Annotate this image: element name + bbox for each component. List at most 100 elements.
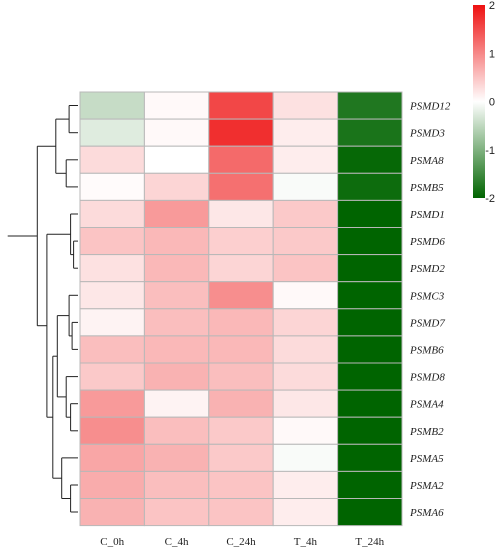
column-label-t_24h: T_24h	[355, 536, 384, 548]
heatmap-cell-psma4-c_4h	[143, 389, 210, 418]
row-labels: PSMD12 PSMD3 PSMA8 PSMB5 PSMD1 PSMD6 PSMD2 PSMC…	[409, 101, 451, 520]
heatmap-cell-psma8-c_4h	[143, 145, 210, 174]
row-label-psmb2: PSMB2	[409, 426, 444, 438]
heatmap-cell-psmd1-c_0h	[79, 199, 145, 228]
column-label-c_24h: C_24h	[226, 536, 256, 548]
column-labels: C_0h C_4h C_24h T_4h T_24h	[100, 536, 384, 548]
heatmap-cell-psmd12-t_4h	[272, 91, 339, 120]
heatmap-cell-psma8-t_4h	[272, 145, 339, 174]
row-label-psmd6: PSMD6	[409, 236, 445, 248]
heatmap-cell-psmb5-c_24h	[208, 172, 274, 201]
heatmap-cell-psma2-c_0h	[79, 470, 145, 499]
heatmap-cell-psmb5-c_4h	[143, 172, 210, 201]
heatmap-cell-psma8-c_0h	[79, 145, 145, 174]
colorbar-tick-label: 0	[489, 97, 495, 109]
heatmap-cell-psmd2-c_4h	[143, 254, 210, 283]
heatmap-cell-psma6-c_4h	[143, 498, 210, 527]
heatmap-cell-psmd2-c_0h	[79, 254, 145, 283]
heatmap-cell-psmd12-t_24h	[337, 91, 403, 120]
row-label-psma8: PSMA8	[409, 155, 444, 167]
heatmap-cell-psmd1-t_4h	[272, 199, 339, 228]
heatmap-cell-psmb2-c_4h	[143, 416, 210, 445]
colorbar-legend: 2 1 0 -1 -2	[473, 0, 495, 205]
heatmap-cell-psma5-c_0h	[79, 443, 145, 472]
colorbar-tick-label: -1	[485, 145, 495, 157]
heatmap-cell-psma8-t_24h	[337, 145, 403, 174]
row-label-psmd8: PSMD8	[409, 372, 445, 384]
colorbar-tick-label: -2	[485, 193, 495, 205]
heatmap-cell-psmd7-c_0h	[79, 308, 145, 337]
row-label-psma6: PSMA6	[409, 507, 444, 519]
heatmap-cell-psmd8-c_24h	[208, 362, 274, 391]
heatmap-cell-psma2-t_24h	[337, 470, 403, 499]
heatmap-cell-psmd8-c_0h	[79, 362, 145, 391]
row-label-psmd7: PSMD7	[409, 317, 445, 329]
heatmap-cell-psma2-c_24h	[208, 470, 274, 499]
colorbar-tick-label: 2	[489, 0, 495, 12]
row-label-psmb5: PSMB5	[409, 182, 444, 194]
row-label-psmd1: PSMD1	[409, 209, 445, 221]
column-label-c_0h: C_0h	[100, 536, 124, 548]
heatmap-cell-psma6-c_24h	[208, 498, 274, 527]
row-label-psmd2: PSMD2	[409, 263, 445, 275]
heatmap-cell-psma6-t_4h	[272, 498, 339, 527]
heatmap-cell-psmb6-c_24h	[208, 335, 274, 364]
column-label-c_4h: C_4h	[165, 536, 189, 548]
heatmap-cell-psmd3-c_4h	[143, 118, 210, 147]
heatmap-cell-psmd7-t_4h	[272, 308, 339, 337]
heatmap-cell-psmd1-c_24h	[208, 199, 274, 228]
heatmap-cell-psmd12-c_0h	[79, 91, 145, 120]
heatmap-cell-psmd8-c_4h	[143, 362, 210, 391]
row-label-psmd12: PSMD12	[409, 101, 451, 113]
heatmap-cell-psmb2-c_24h	[208, 416, 274, 445]
heatmap-cell-psmb6-c_0h	[79, 335, 145, 364]
heatmap-cell-psmb5-c_0h	[79, 172, 145, 201]
heatmap-cell-psmd1-c_4h	[143, 199, 210, 228]
row-dendrogram	[7, 105, 78, 513]
heatmap-cell-psmb5-t_24h	[337, 172, 403, 201]
heatmap-cell-psma5-t_24h	[337, 443, 403, 472]
row-label-psma2: PSMA2	[409, 480, 444, 492]
heatmap-cell-psmd7-c_4h	[143, 308, 210, 337]
heatmap-cell-psmd6-t_24h	[337, 227, 403, 256]
heatmap-cell-psmc3-t_24h	[337, 281, 403, 310]
heatmap-cell-psmd3-t_4h	[272, 118, 339, 147]
row-label-psma5: PSMA5	[409, 453, 444, 465]
heatmap-cell-psmd7-c_24h	[208, 308, 274, 337]
heatmap-cell-psma2-t_4h	[272, 470, 339, 499]
heatmap-cell-psmd12-c_24h	[208, 91, 274, 120]
heatmap-cell-psma5-c_24h	[208, 443, 274, 472]
heatmap-cell-psma4-c_24h	[208, 389, 274, 418]
heatmap-cell-psma4-t_24h	[337, 389, 403, 418]
row-label-psma4: PSMA4	[409, 399, 444, 411]
heatmap-cell-psma4-c_0h	[79, 389, 145, 418]
heatmap-cell-psmd3-t_24h	[337, 118, 403, 147]
row-label-psmc3: PSMC3	[409, 290, 445, 302]
heatmap-cell-psmc3-c_0h	[79, 281, 145, 310]
heatmap-cell-psmb2-t_4h	[272, 416, 339, 445]
heatmap-cell-psmd3-c_0h	[79, 118, 145, 147]
heatmap-cell-psmd6-c_0h	[79, 227, 145, 256]
row-label-psmd3: PSMD3	[409, 128, 445, 140]
heatmap-cell-psmb5-t_4h	[272, 172, 339, 201]
heatmap-cell-psmc3-c_4h	[143, 281, 210, 310]
heatmap-cell-psma6-t_24h	[337, 498, 403, 527]
heatmap-cell-psmd3-c_24h	[208, 118, 274, 147]
heatmap-cell-psmd7-t_24h	[337, 308, 403, 337]
heatmap-cell-psmd2-c_24h	[208, 254, 274, 283]
heatmap-cell-psmd6-t_4h	[272, 227, 339, 256]
heatmap-cell-psma6-c_0h	[79, 498, 145, 527]
heatmap-cell-psmd6-c_4h	[143, 227, 210, 256]
heatmap-cell-psmd1-t_24h	[337, 199, 403, 228]
row-label-psmb6: PSMB6	[409, 344, 444, 356]
heatmap-cell-psma8-c_24h	[208, 145, 274, 174]
colorbar-gradient	[473, 5, 485, 198]
heatmap-cell-psma5-t_4h	[272, 443, 339, 472]
heatmap-cell-psmd8-t_4h	[272, 362, 339, 391]
heatmap-cell-psmd8-t_24h	[337, 362, 403, 391]
heatmap-cell-psma4-t_4h	[272, 389, 339, 418]
heatmap-cell-psmb2-t_24h	[337, 416, 403, 445]
heatmap-cell-psmd2-t_4h	[272, 254, 339, 283]
heatmap-cell-psma5-c_4h	[143, 443, 210, 472]
